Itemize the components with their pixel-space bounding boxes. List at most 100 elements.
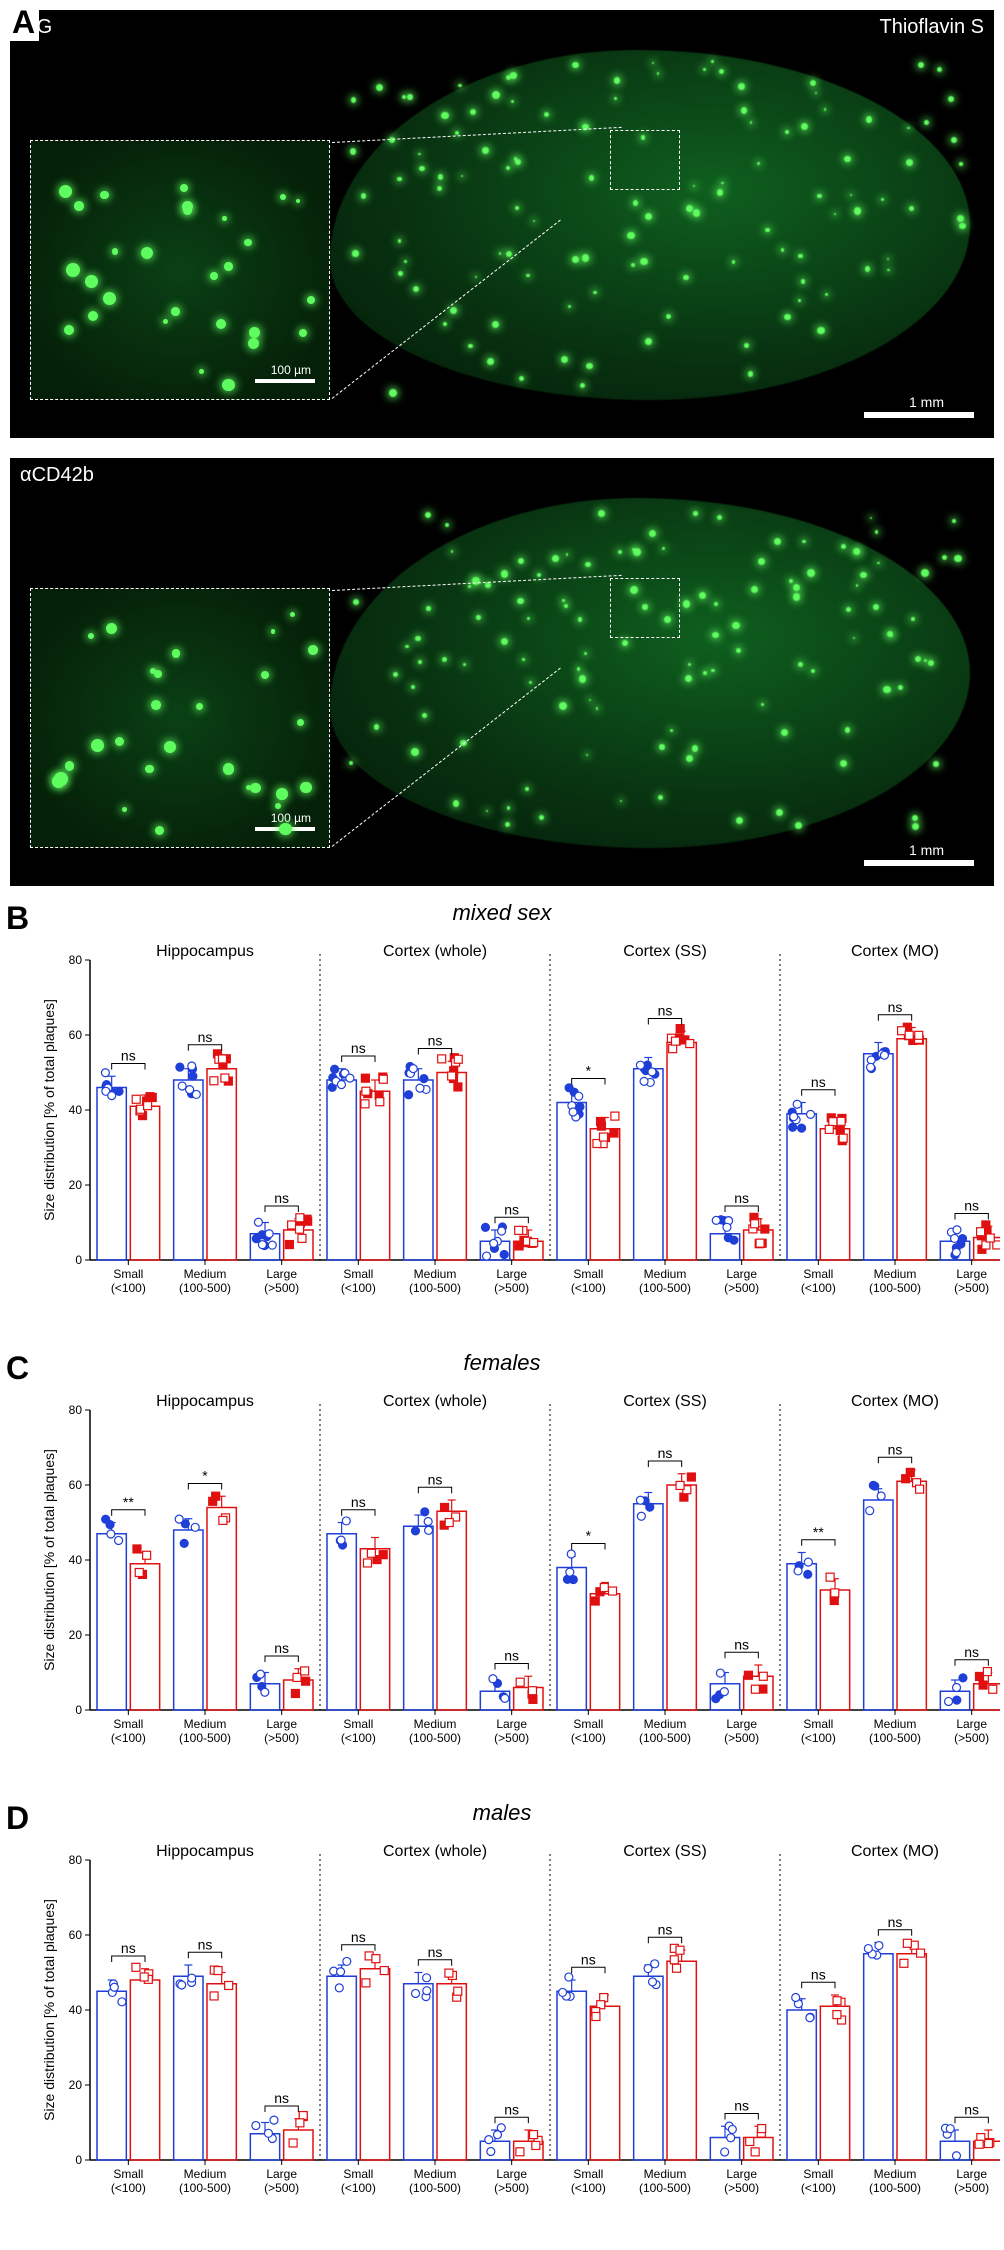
data-point (188, 1974, 196, 1982)
data-point (916, 1485, 924, 1493)
data-point (361, 1074, 369, 1082)
plaque-dot (501, 570, 508, 577)
plaque-dot (577, 667, 581, 671)
plaque-dot (699, 592, 707, 600)
data-point (409, 1065, 417, 1073)
plaque-dot (751, 586, 758, 593)
bar (437, 1511, 466, 1710)
plaque-dot (88, 311, 98, 321)
plaque-dot (703, 68, 706, 71)
data-point (898, 1027, 906, 1035)
data-point (420, 1075, 428, 1083)
plaque-dot (645, 213, 652, 220)
svg-text:(<100): (<100) (801, 1281, 836, 1295)
data-point (454, 1083, 462, 1091)
data-point (640, 1077, 648, 1085)
plaque-dot (683, 275, 689, 281)
significance-label: ns (504, 1201, 519, 1217)
chart-svg: 020406080Size distribution [% of total p… (40, 1380, 1000, 1790)
bar (207, 1069, 236, 1260)
plaque-dot (413, 286, 419, 292)
plaque-dot (180, 184, 188, 192)
bar (897, 1039, 926, 1260)
plaque-dot (154, 670, 162, 678)
data-point (132, 1095, 140, 1103)
data-point (210, 1992, 218, 2000)
plaque-dot (810, 80, 816, 86)
plaque-dot (645, 338, 652, 345)
svg-text:Large: Large (496, 2167, 527, 2181)
data-point (670, 1956, 678, 1964)
plaque-dot (518, 558, 524, 564)
bar (667, 1043, 696, 1261)
plaque-dot (115, 737, 124, 746)
bar (404, 1526, 433, 1710)
plaque-dot (564, 604, 567, 607)
bar (97, 1534, 126, 1710)
plaque-dot (785, 130, 789, 134)
significance-label: ns (428, 1471, 443, 1487)
data-point (219, 1516, 227, 1524)
data-point (102, 1515, 110, 1523)
bar (820, 2006, 849, 2160)
plaque-dot (527, 617, 531, 621)
plaque-dot (525, 787, 529, 791)
data-point (454, 1987, 462, 1995)
plaque-dot (942, 555, 947, 560)
plaque-dot (54, 772, 68, 786)
plaque-dot (909, 206, 914, 211)
brain-shape (330, 50, 970, 400)
plaque-dot (948, 96, 954, 102)
svg-text:Medium: Medium (644, 1267, 687, 1281)
data-point (515, 1226, 523, 1234)
bar (130, 1564, 159, 1710)
plaque-dot (443, 322, 447, 326)
plaque-dot (744, 343, 749, 348)
plaque-dot (172, 649, 181, 658)
data-point (864, 1945, 872, 1953)
svg-text:Small: Small (803, 1267, 833, 1281)
plaque-dot (393, 672, 398, 677)
svg-text:(100-500): (100-500) (869, 1731, 921, 1745)
plaque-dot (66, 263, 80, 277)
plaque-dot (297, 719, 304, 726)
plaque-dot (352, 250, 358, 256)
data-point (792, 1994, 800, 2002)
data-point (906, 1468, 914, 1476)
data-point (379, 1551, 387, 1559)
data-point (953, 1684, 961, 1692)
data-point (839, 1134, 847, 1142)
plaque-dot (361, 193, 366, 198)
svg-text:(100-500): (100-500) (869, 1281, 921, 1295)
svg-text:40: 40 (69, 1553, 83, 1567)
data-point (676, 1025, 684, 1033)
plaque-dot (765, 228, 770, 233)
svg-text:(>500): (>500) (494, 2181, 529, 2195)
svg-text:Large: Large (496, 1267, 527, 1281)
svg-text:60: 60 (69, 1478, 83, 1492)
plaque-dot (757, 162, 760, 165)
plaque-dot (798, 254, 803, 259)
data-point (744, 1671, 752, 1679)
plaque-dot (461, 175, 463, 177)
data-point (331, 1065, 339, 1073)
plaque-dot (64, 325, 74, 335)
svg-text:(100-500): (100-500) (179, 1731, 231, 1745)
main-scalebar-label: 1 mm (909, 394, 944, 410)
bar (174, 1976, 203, 2160)
svg-text:Medium: Medium (874, 2167, 917, 2181)
plaque-dot (476, 615, 481, 620)
plaque-dot (798, 662, 803, 667)
svg-text:40: 40 (69, 1103, 83, 1117)
bar (820, 1590, 849, 1710)
bar (404, 1984, 433, 2160)
plaque-dot (912, 815, 918, 821)
plaque-dot (376, 84, 383, 91)
plaque-dot (519, 376, 524, 381)
significance-label: ns (811, 1074, 826, 1090)
data-point (836, 1127, 844, 1135)
svg-text:Medium: Medium (874, 1717, 917, 1731)
plaque-dot (693, 209, 700, 216)
data-point (989, 1685, 997, 1693)
data-point (636, 1061, 644, 1069)
